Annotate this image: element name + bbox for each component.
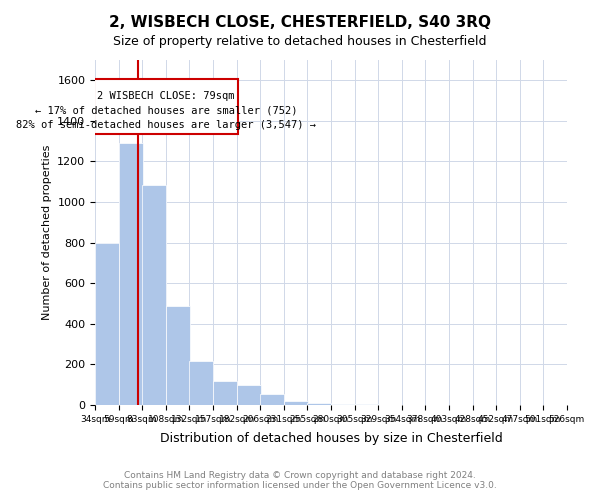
Bar	[213, 380, 237, 405]
Text: ← 17% of detached houses are smaller (752): ← 17% of detached houses are smaller (75…	[35, 106, 297, 116]
Text: 82% of semi-detached houses are larger (3,547) →: 82% of semi-detached houses are larger (…	[16, 120, 316, 130]
Bar	[119, 143, 143, 405]
Bar	[355, 404, 379, 405]
Bar	[166, 306, 190, 405]
Text: 2 WISBECH CLOSE: 79sqm: 2 WISBECH CLOSE: 79sqm	[97, 92, 235, 102]
Bar	[142, 185, 166, 405]
Text: Size of property relative to detached houses in Chesterfield: Size of property relative to detached ho…	[113, 35, 487, 48]
Bar	[189, 362, 213, 405]
X-axis label: Distribution of detached houses by size in Chesterfield: Distribution of detached houses by size …	[160, 432, 502, 445]
Text: 2, WISBECH CLOSE, CHESTERFIELD, S40 3RQ: 2, WISBECH CLOSE, CHESTERFIELD, S40 3RQ	[109, 15, 491, 30]
Bar	[284, 401, 308, 405]
Bar	[331, 404, 355, 405]
Bar	[237, 384, 261, 405]
Bar	[307, 404, 331, 405]
Bar	[260, 394, 284, 405]
Text: Contains HM Land Registry data © Crown copyright and database right 2024.
Contai: Contains HM Land Registry data © Crown c…	[103, 470, 497, 490]
Bar	[95, 242, 119, 405]
Y-axis label: Number of detached properties: Number of detached properties	[41, 145, 52, 320]
FancyBboxPatch shape	[94, 80, 238, 134]
